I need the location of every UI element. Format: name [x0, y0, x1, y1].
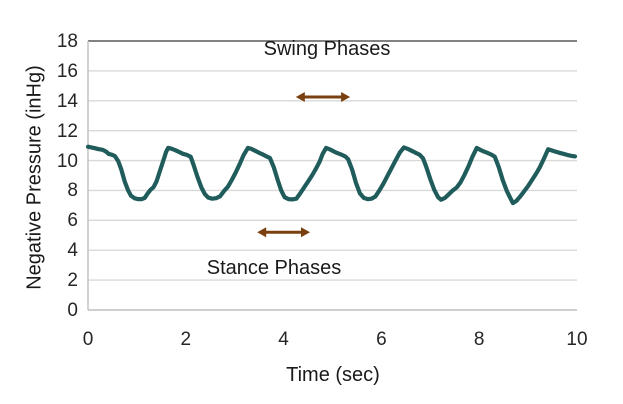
- x-tick-label-4: 4: [278, 329, 289, 350]
- y-tick-label-0: 0: [67, 300, 78, 321]
- x-tick-label-2: 2: [180, 329, 192, 350]
- y-tick-label-4: 4: [67, 240, 78, 262]
- y-tick-label-2: 2: [67, 270, 78, 292]
- x-tick-label-8: 8: [473, 329, 485, 350]
- y-axis-title: Negative Pressure (inHg): [23, 65, 46, 290]
- y-tick-label-16: 16: [56, 60, 78, 82]
- x-tick-label-6: 6: [376, 329, 387, 350]
- pressure-line-series: [85, 144, 578, 206]
- y-tick-label-6: 6: [67, 210, 78, 232]
- y-tick-label-10: 10: [56, 150, 78, 172]
- y-tick-label-14: 14: [56, 90, 78, 112]
- x-tick-label-0: 0: [82, 329, 94, 350]
- swing-phase-arrow: [295, 92, 351, 103]
- y-tick-label-12: 12: [56, 120, 78, 142]
- stance-phase-arrow: [257, 227, 311, 238]
- x-axis-title: Time (sec): [286, 364, 380, 386]
- y-tick-label-18: 18: [56, 31, 78, 52]
- x-tick-label-10: 10: [566, 329, 588, 350]
- y-tick-label-8: 8: [67, 180, 78, 202]
- swing-phases-label: Swing Phases: [263, 38, 391, 60]
- stance-phases-label: Stance Phases: [206, 257, 342, 279]
